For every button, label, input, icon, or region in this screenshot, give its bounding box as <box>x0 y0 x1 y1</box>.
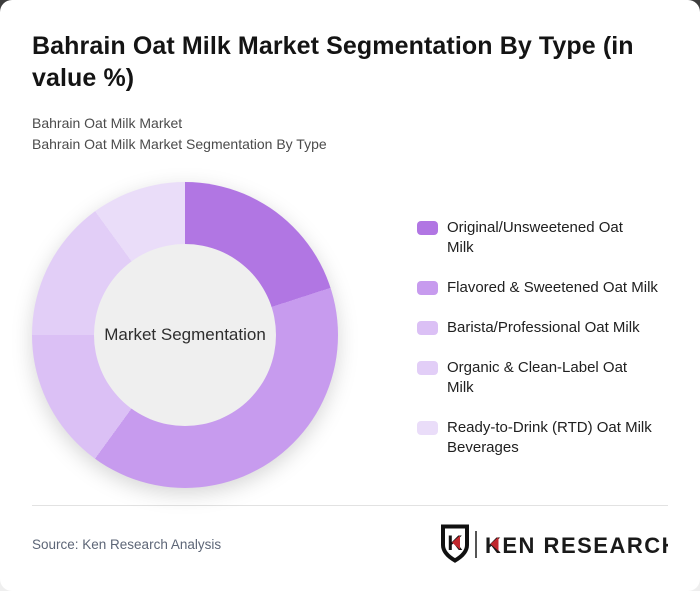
legend-swatch <box>417 281 438 295</box>
legend-label: Ready-to-Drink (RTD) Oat Milk Beverages <box>447 419 652 456</box>
logo-separator <box>475 531 477 558</box>
legend-label: Original/Unsweetened Oat Milk <box>447 219 623 256</box>
shield-red-triangle <box>452 535 460 550</box>
chart-legend: Original/Unsweetened Oat Milk Flavored &… <box>417 182 668 488</box>
footer-divider <box>32 505 668 506</box>
chart-subtitle-segmentation: Bahrain Oat Milk Market Segmentation By … <box>32 136 327 152</box>
donut-chart[interactable]: Market Segmentation <box>32 182 338 488</box>
ken-research-logo: K KEN RESEARCH <box>441 524 668 563</box>
footer: Source: Ken Research Analysis K KEN RESE… <box>32 520 668 568</box>
legend-item[interactable]: Ready-to-Drink (RTD) Oat Milk Beverages <box>417 418 668 458</box>
chart-subtitles: Bahrain Oat Milk Market Bahrain Oat Milk… <box>32 113 668 155</box>
legend-item[interactable]: Original/Unsweetened Oat Milk <box>417 218 668 258</box>
wordmark-red-triangle <box>490 537 499 551</box>
legend-label: Organic & Clean-Label Oat Milk <box>447 359 628 396</box>
donut-center-label: Market Segmentation <box>104 325 266 344</box>
donut-chart-wrap: Market Segmentation <box>32 182 338 488</box>
legend-swatch <box>417 221 438 235</box>
donut-hole: Market Segmentation <box>94 244 276 426</box>
ken-research-wordmark: KEN RESEARCH <box>485 533 668 558</box>
page-title: Bahrain Oat Milk Market Segmentation By … <box>32 32 634 92</box>
legend-item[interactable]: Barista/Professional Oat Milk <box>417 318 668 338</box>
legend-swatch <box>417 421 438 435</box>
chart-subtitle-market: Bahrain Oat Milk Market <box>32 115 183 131</box>
legend-item[interactable]: Flavored & Sweetened Oat Milk <box>417 278 668 298</box>
legend-swatch <box>417 361 438 375</box>
source-text: Source: Ken Research Analysis <box>32 536 222 552</box>
legend-label: Flavored & Sweetened Oat Milk <box>447 279 658 296</box>
legend-swatch <box>417 321 438 335</box>
ken-research-shield-icon: K <box>441 524 469 563</box>
legend-item[interactable]: Organic & Clean-Label Oat Milk <box>417 358 668 398</box>
legend-label: Barista/Professional Oat Milk <box>447 319 640 336</box>
chart-area: Market Segmentation Original/Unsweetened… <box>32 182 668 488</box>
